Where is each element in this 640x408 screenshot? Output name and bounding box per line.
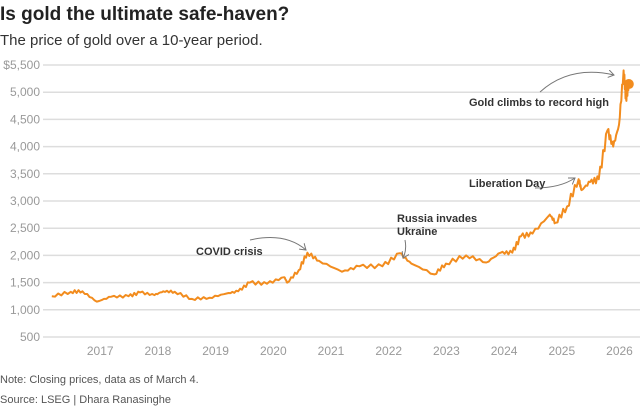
annotation-label: Gold climbs to record high: [469, 97, 609, 109]
y-tick-label: 5,000: [10, 85, 40, 99]
y-tick-label: 4,000: [10, 140, 40, 154]
gold-price-line: [51, 69, 630, 303]
x-tick-label: 2019: [202, 344, 229, 358]
x-tick-label: 2018: [145, 344, 172, 358]
y-tick-label: 3,000: [10, 194, 40, 208]
y-tick-label: 4,500: [10, 112, 40, 126]
y-tick-label: 3,500: [10, 167, 40, 181]
x-tick-label: 2024: [491, 344, 518, 358]
x-tick-label: 2022: [375, 344, 402, 358]
annotation-arrow: [403, 239, 406, 258]
x-tick-label: 2023: [433, 344, 460, 358]
y-tick-label: 1,000: [10, 303, 40, 317]
x-tick-label: 2021: [318, 344, 345, 358]
annotation-label: Liberation Day: [469, 178, 546, 190]
annotation-label: Russia invades: [397, 213, 477, 225]
annotation-label: Ukraine: [397, 226, 437, 238]
y-tick-label: $5,500: [3, 58, 40, 72]
chart-subtitle: The price of gold over a 10-year period.: [0, 32, 263, 49]
chart-note: Note: Closing prices, data as of March 4…: [0, 374, 199, 386]
x-tick-label: 2017: [87, 344, 114, 358]
y-tick-label: 2,500: [10, 221, 40, 235]
y-tick-label: 500: [20, 330, 40, 344]
annotation-label: COVID crisis: [196, 246, 263, 258]
x-tick-label: 2020: [260, 344, 287, 358]
annotation-arrow: [539, 72, 614, 93]
last-value-dot: [623, 79, 634, 90]
x-tick-label: 2025: [548, 344, 575, 358]
chart-source: Source: LSEG | Dhara Ranasinghe: [0, 394, 172, 406]
x-tick-label: 2026: [606, 344, 633, 358]
y-tick-label: 1,500: [10, 276, 40, 290]
chart-title: Is gold the ultimate safe-haven?: [0, 4, 290, 25]
y-tick-label: 2,000: [10, 248, 40, 262]
annotation-arrow: [249, 237, 306, 250]
annotation-arrow: [534, 178, 575, 189]
